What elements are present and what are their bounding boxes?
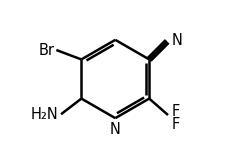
Text: F: F (172, 117, 180, 132)
Text: N: N (171, 33, 182, 48)
Text: N: N (110, 122, 121, 137)
Text: H₂N: H₂N (30, 107, 58, 122)
Text: F: F (172, 104, 180, 119)
Text: Br: Br (39, 43, 55, 58)
